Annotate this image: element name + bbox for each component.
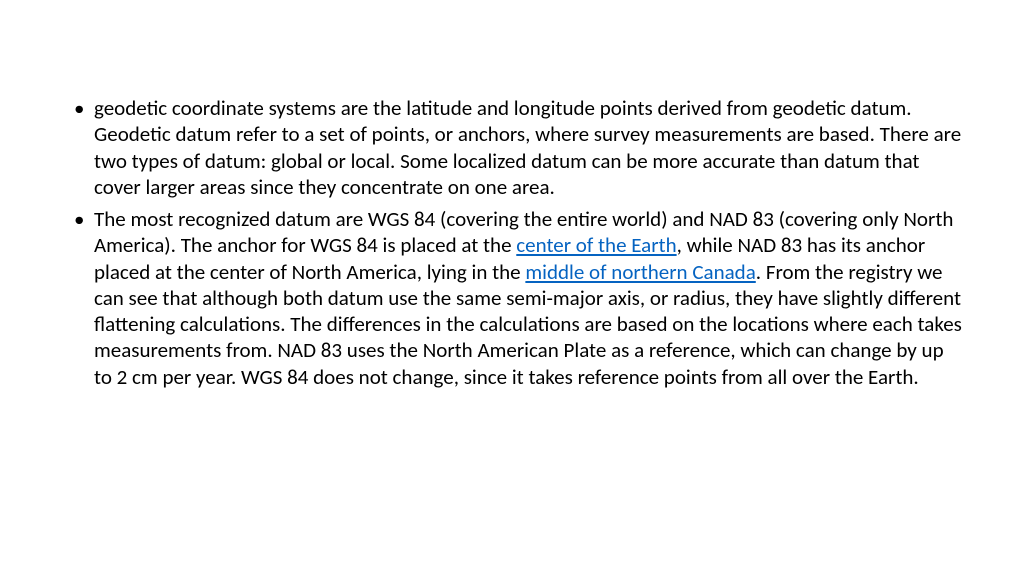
hyperlink-northern-canada[interactable]: middle of northern Canada — [525, 259, 755, 285]
list-item: geodetic coordinate systems are the lati… — [70, 95, 964, 200]
list-item: The most recognized datum are WGS 84 (co… — [70, 206, 964, 390]
text-run: geodetic coordinate systems are the lati… — [94, 95, 961, 200]
bullet-list: geodetic coordinate systems are the lati… — [70, 95, 964, 390]
hyperlink-center-of-earth[interactable]: center of the Earth — [516, 232, 676, 258]
